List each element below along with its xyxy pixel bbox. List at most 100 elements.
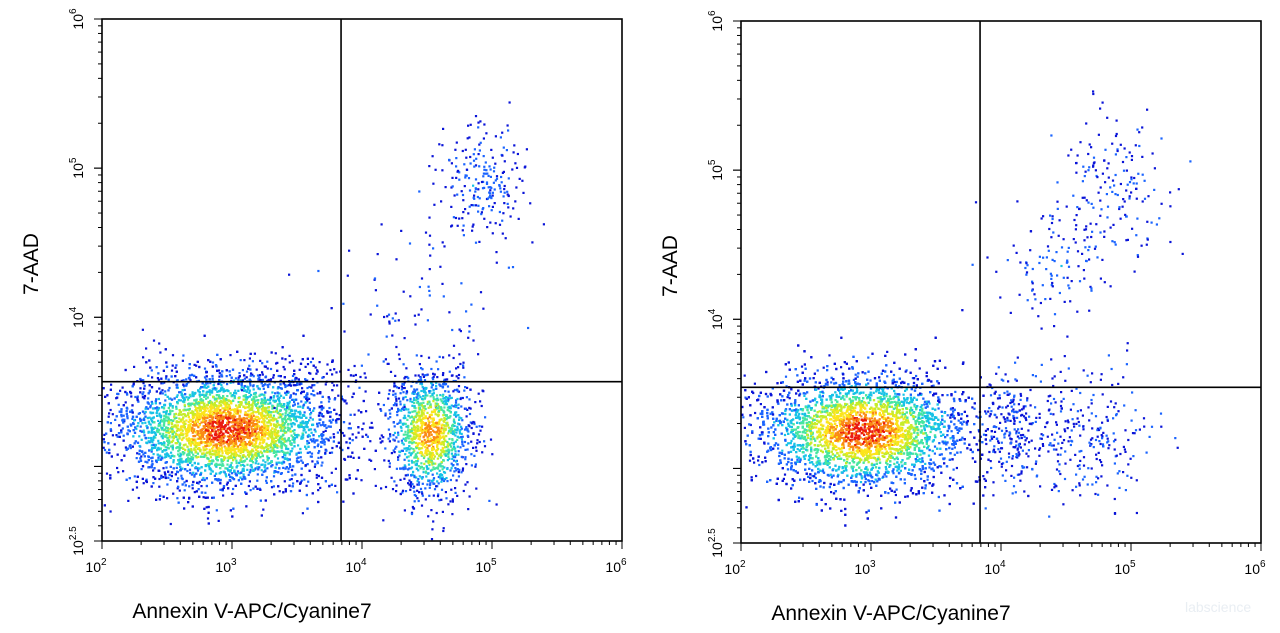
event-point-0-409: [240, 441, 243, 444]
event-point-0-4421: [263, 469, 267, 473]
event-point-0-271: [256, 473, 259, 476]
event-point-0-3854: [281, 424, 284, 427]
event-point-0-4492: [255, 432, 259, 435]
event-point-0-4313: [150, 448, 153, 451]
event-point-0-3674: [197, 416, 200, 419]
event-point-0-4824: [263, 427, 266, 430]
event-point-0-3168: [177, 453, 180, 456]
event-point-0-567: [351, 433, 354, 436]
event-point-0-4733: [330, 307, 333, 310]
event-point-0-3862: [234, 451, 237, 454]
event-point-0-86: [257, 436, 260, 439]
event-point-0-3269: [300, 390, 303, 393]
event-point-0-4074: [186, 428, 189, 431]
event-point-0-3751: [238, 405, 241, 408]
event-point-0-345: [278, 392, 281, 395]
event-point-0-4588: [149, 406, 152, 409]
event-point-0-3916: [320, 456, 323, 459]
event-point-0-4704: [159, 494, 162, 497]
event-point-0-674: [272, 485, 275, 488]
event-point-0-650: [239, 379, 242, 382]
event-point-0-3781: [199, 473, 202, 476]
event-point-0-4908: [223, 401, 226, 405]
event-point-0-22: [257, 462, 260, 465]
event-point-0-165: [217, 428, 220, 432]
event-point-0-196: [194, 448, 197, 452]
event-point-0-3509: [305, 416, 308, 419]
event-point-0-3455: [281, 357, 284, 360]
event-point-0-4077: [366, 435, 369, 438]
event-point-0-4433: [228, 437, 231, 440]
event-point-0-4242: [246, 433, 250, 436]
event-point-0-848: [143, 431, 146, 434]
event-point-0-4654: [214, 433, 218, 436]
event-point-0-4049: [171, 430, 174, 433]
event-point-0-4045: [150, 386, 154, 389]
event-point-0-3876: [183, 408, 186, 411]
event-point-0-4366: [361, 435, 364, 438]
event-point-0-4620: [208, 444, 211, 447]
event-point-0-110: [256, 406, 259, 409]
event-point-0-3855: [269, 379, 272, 382]
event-point-0-4741: [186, 434, 189, 437]
event-point-0-3328: [244, 424, 247, 428]
event-point-0-4137: [260, 514, 263, 517]
event-point-0-952: [205, 448, 208, 451]
event-point-0-3967: [341, 448, 344, 452]
event-point-0-4720: [244, 394, 247, 397]
event-point-0-4372: [151, 428, 154, 431]
event-point-0-4628: [144, 437, 148, 440]
event-point-0-4998: [250, 464, 253, 467]
event-point-0-1275: [227, 443, 230, 447]
event-point-0-4353: [160, 455, 163, 458]
event-point-0-210: [300, 400, 303, 403]
event-point-0-4179: [255, 395, 258, 399]
event-point-0-4531: [314, 439, 317, 442]
event-point-0-4376: [294, 409, 298, 412]
event-point-0-1299: [231, 416, 234, 419]
event-point-0-3804: [224, 430, 228, 433]
event-point-0-111: [226, 406, 229, 409]
event-point-0-3663: [125, 478, 128, 481]
event-point-0-3282: [165, 466, 168, 469]
event-point-0-4075: [288, 418, 291, 421]
event-point-0-4742: [207, 463, 210, 466]
event-point-0-4263: [155, 390, 158, 393]
event-point-0-948: [334, 467, 337, 470]
event-point-0-813: [166, 454, 169, 457]
event-point-0-4486: [153, 446, 156, 449]
event-point-0-3426: [206, 496, 209, 499]
event-point-0-4512: [156, 406, 159, 409]
event-point-0-4680: [151, 402, 154, 405]
event-point-0-4956: [209, 415, 213, 418]
event-point-0-349: [243, 359, 246, 362]
event-point-0-429: [147, 436, 150, 440]
event-point-0-4194: [218, 415, 221, 419]
event-point-0-207: [288, 452, 291, 455]
event-point-0-3615: [177, 446, 180, 449]
event-point-0-572: [122, 470, 125, 473]
event-point-0-757: [305, 447, 308, 450]
event-point-0-4519: [259, 379, 262, 382]
event-point-0-3223: [196, 403, 199, 406]
event-point-0-698: [142, 382, 145, 385]
event-point-0-432: [187, 421, 190, 424]
event-point-0-3677: [241, 456, 244, 459]
event-point-0-5009: [211, 406, 214, 409]
event-point-0-818: [321, 461, 324, 464]
event-point-0-4142: [255, 411, 258, 414]
event-point-0-3734: [277, 485, 280, 488]
event-point-0-4858: [102, 387, 105, 390]
event-point-0-4442: [201, 431, 204, 434]
event-point-0-3503: [283, 453, 286, 456]
event-point-0-4513: [196, 411, 199, 414]
event-point-0-4358: [240, 431, 243, 434]
event-point-0-5005: [277, 461, 280, 464]
event-point-0-509: [185, 396, 188, 399]
event-point-0-3793: [313, 446, 316, 449]
event-point-0-4147: [104, 395, 107, 398]
event-point-0-16: [288, 478, 291, 481]
event-point-0-3603: [163, 381, 166, 384]
event-point-0-583: [179, 410, 182, 413]
event-point-0-410: [371, 426, 374, 429]
